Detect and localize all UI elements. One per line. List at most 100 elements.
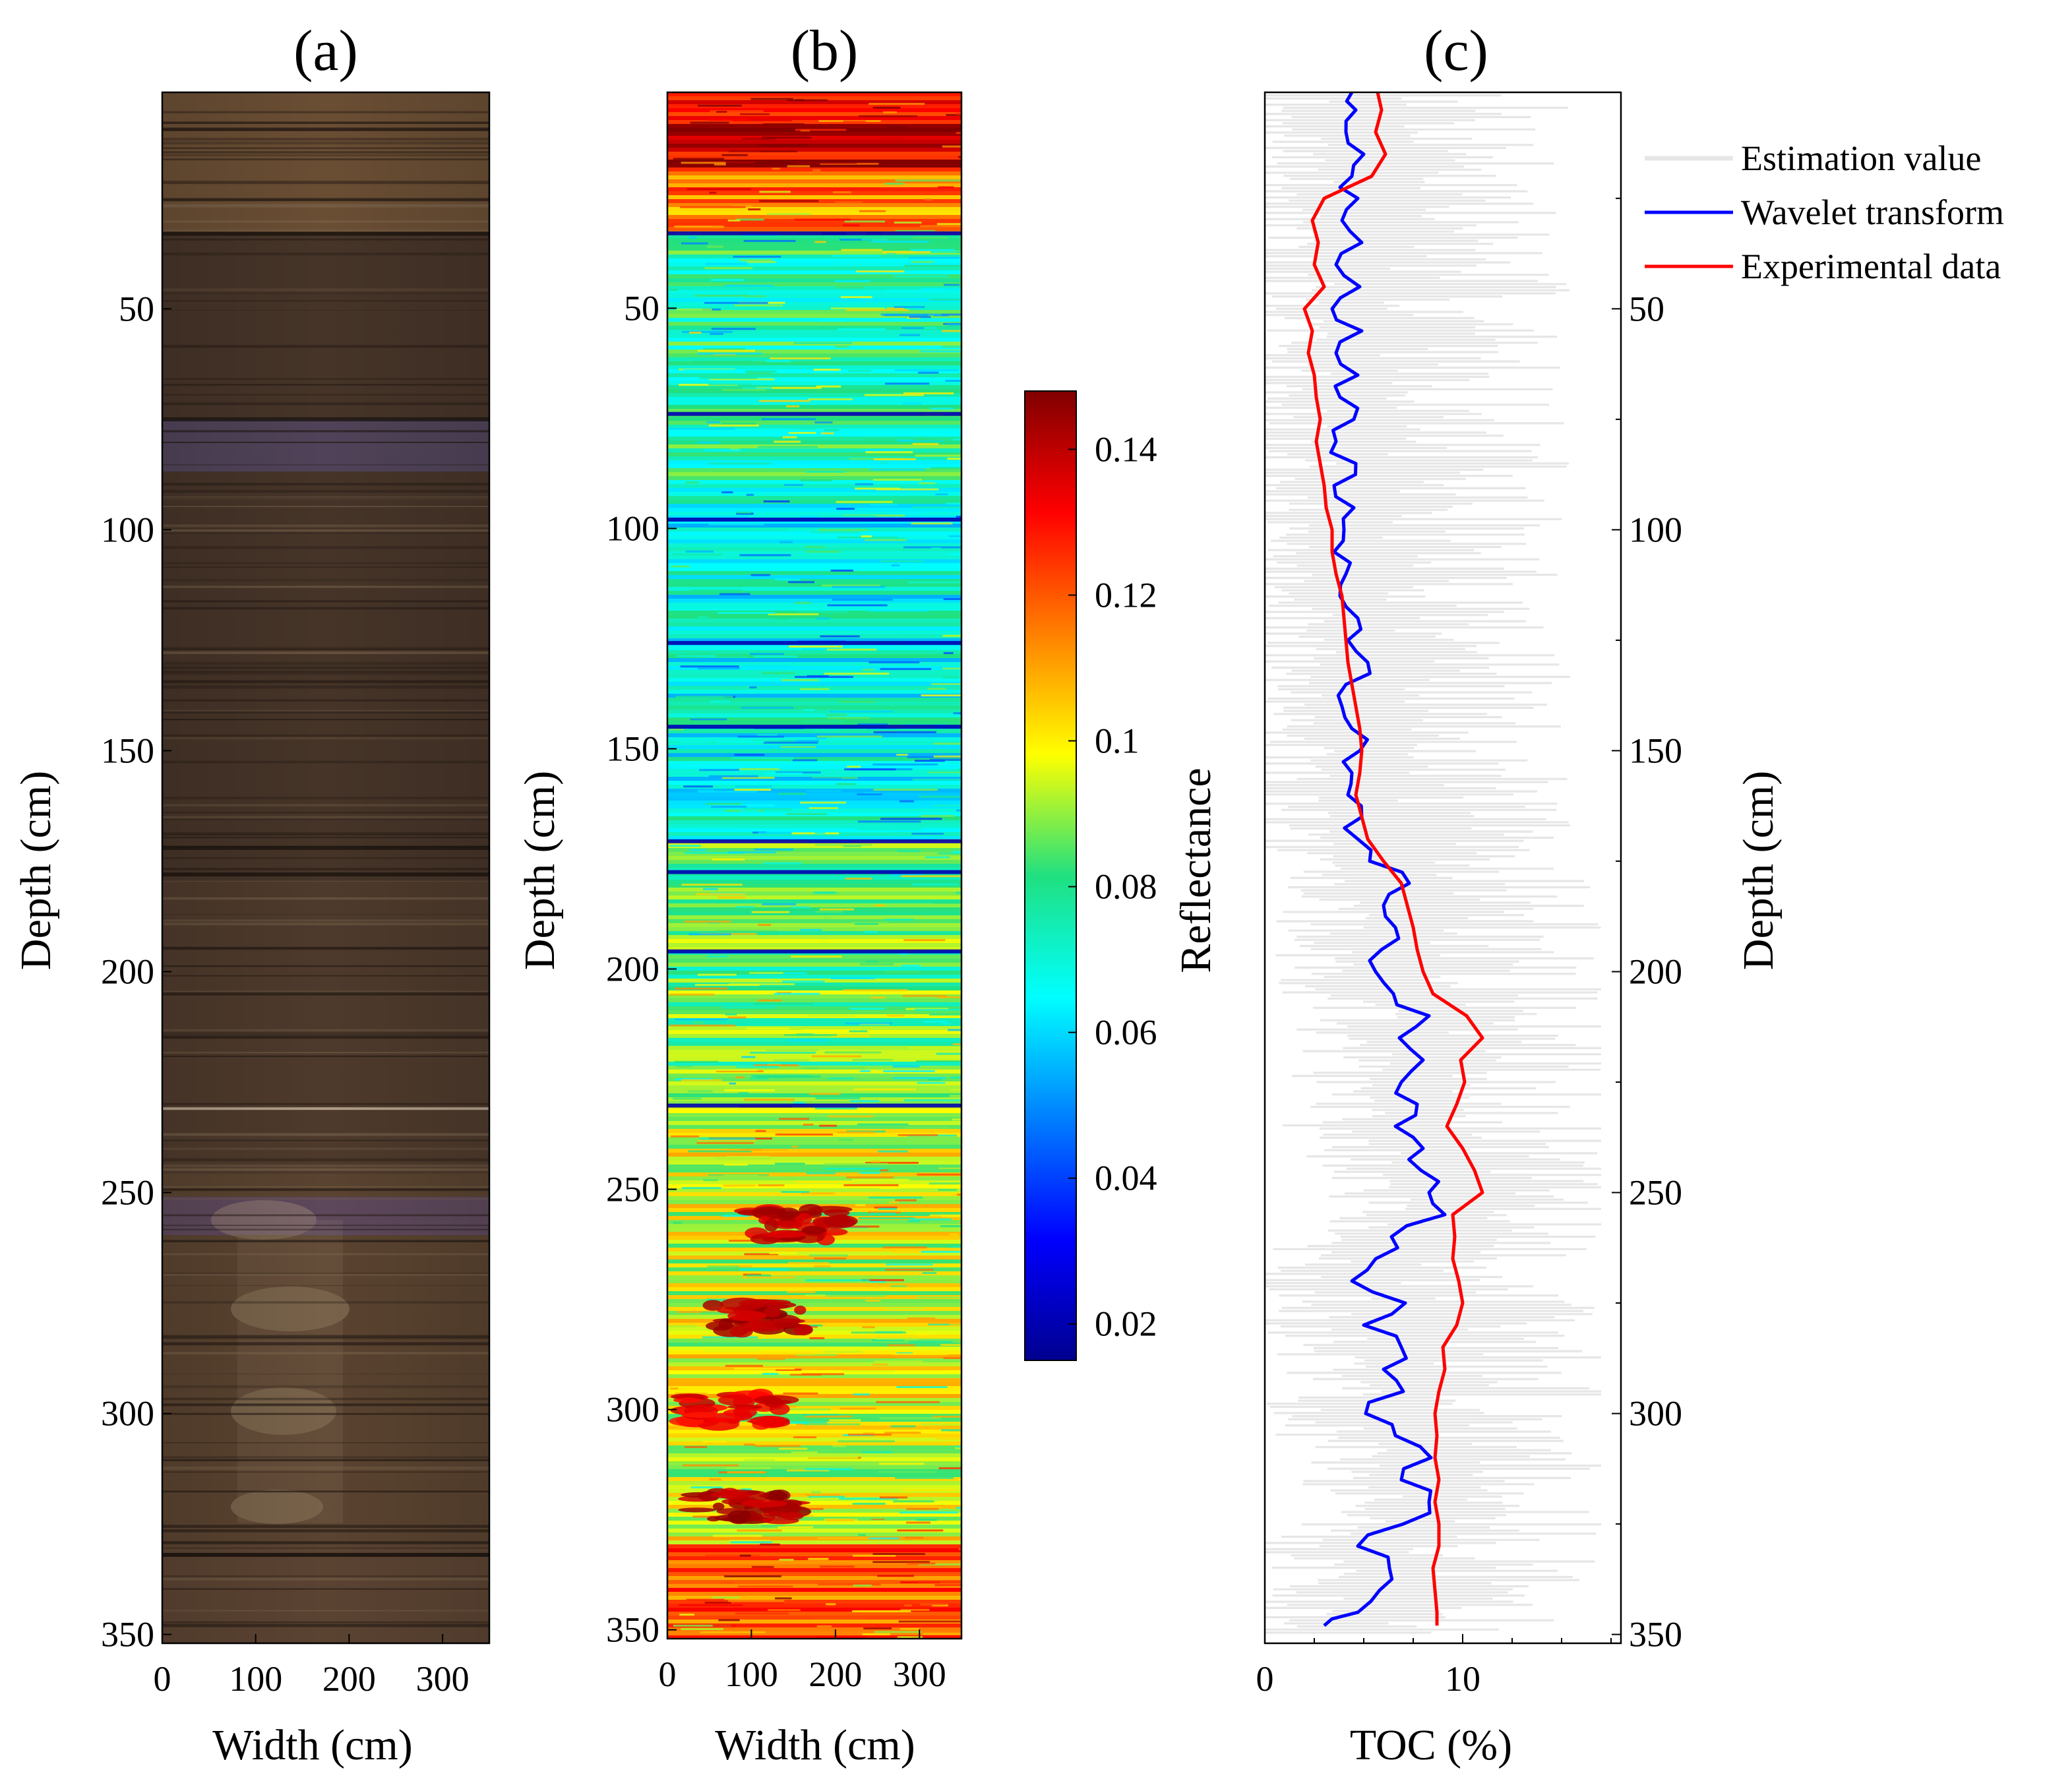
heatmap-hot-spot	[763, 1231, 807, 1238]
heatmap-speckle	[737, 1066, 779, 1068]
heatmap-band	[667, 1172, 961, 1177]
heatmap-speckle	[903, 402, 922, 405]
heatmap-speckle	[739, 554, 791, 557]
heatmap-speckle	[829, 710, 893, 713]
heatmap-speckle	[927, 688, 946, 690]
heatmap-speckle	[929, 1013, 961, 1016]
heatmap-speckle	[874, 1206, 898, 1209]
heatmap-speckle	[787, 529, 826, 531]
heatmap-speckle	[902, 994, 948, 997]
heatmap-speckle	[862, 1451, 893, 1453]
heatmap-speckle	[872, 763, 938, 766]
heatmap-band	[667, 706, 961, 710]
heatmap-speckle	[960, 1558, 961, 1561]
heatmap-speckle	[823, 917, 831, 919]
heatmap-hot-spot	[768, 1490, 785, 1503]
heatmap-speckle	[688, 1150, 752, 1153]
heatmap-speckle	[805, 1294, 826, 1297]
heatmap-band	[667, 1287, 961, 1292]
heatmap-speckle	[766, 213, 812, 216]
heatmap-band	[667, 864, 961, 868]
heatmap-speckle	[685, 481, 700, 484]
heatmap-speckle	[808, 1496, 845, 1498]
heatmap-speckle	[761, 1352, 814, 1355]
heatmap-speckle	[852, 1610, 911, 1612]
heatmap-speckle	[846, 766, 861, 768]
heatmap-band	[667, 361, 961, 366]
heatmap-speckle	[741, 1276, 795, 1279]
heatmap-band	[667, 1319, 961, 1323]
heatmap-band	[667, 318, 961, 322]
heatmap-speckle	[717, 930, 777, 932]
heatmap-speckle	[928, 770, 961, 772]
heatmap-speckle	[806, 1494, 841, 1496]
heatmap-speckle	[697, 616, 708, 619]
heatmap-speckle	[855, 483, 873, 485]
heatmap-speckle	[827, 717, 870, 719]
heatmap-band	[667, 227, 961, 231]
heatmap-band	[667, 258, 961, 263]
heatmap-speckle	[702, 1440, 727, 1443]
heatmap-speckle	[814, 843, 872, 846]
heatmap-band	[667, 108, 961, 113]
heatmap-speckle	[712, 1624, 737, 1627]
heatmap-speckle	[929, 1182, 961, 1185]
heatmap-speckle	[686, 357, 704, 359]
heatmap-speckle	[916, 1296, 961, 1298]
heatmap-speckle	[852, 1178, 909, 1181]
heatmap-band	[667, 670, 961, 675]
heatmap-speckle	[690, 718, 727, 721]
heatmap-band	[667, 211, 961, 216]
heatmap-band	[667, 713, 961, 718]
heatmap-speckle	[816, 617, 830, 620]
heatmap-band	[667, 769, 961, 773]
heatmap-band	[667, 104, 961, 109]
heatmap-band	[667, 1568, 961, 1573]
heatmap-speckle	[827, 604, 888, 607]
heatmap-band	[667, 1153, 961, 1157]
panel-c-title: (c)	[1424, 19, 1488, 83]
heatmap-speckle	[805, 470, 845, 473]
y-tick-label: 200	[606, 950, 659, 989]
heatmap-speckle	[729, 983, 795, 986]
heatmap-band	[667, 555, 961, 560]
heatmap-band	[667, 456, 961, 461]
heatmap-speckle	[886, 1308, 924, 1310]
heatmap-band	[667, 1564, 961, 1569]
heatmap-band	[667, 405, 961, 409]
heatmap-speckle	[878, 1471, 937, 1473]
heatmap-speckle	[818, 529, 868, 531]
heatmap-speckle	[898, 850, 920, 853]
heatmap-band	[667, 100, 961, 105]
heatmap-speckle	[843, 224, 860, 227]
heatmap-speckle	[741, 1056, 756, 1058]
heatmap-speckle	[803, 1456, 859, 1459]
heatmap-speckle	[820, 1565, 855, 1568]
heatmap-speckle	[699, 377, 758, 379]
heatmap-speckle	[800, 801, 847, 804]
heatmap-speckle	[776, 771, 821, 773]
axes-c: 50 100 150 200 250 300 350 0 10	[1256, 91, 1682, 1699]
heatmap-speckle	[820, 432, 834, 435]
heatmap-speckle	[795, 1354, 838, 1356]
heatmap-speckle	[774, 440, 801, 443]
heatmap-speckle	[697, 104, 742, 107]
heatmap-speckle	[838, 328, 886, 330]
heatmap-band	[667, 1062, 961, 1066]
heatmap-speckle	[950, 1076, 961, 1079]
heatmap-band	[667, 702, 961, 706]
heatmap-speckle	[826, 189, 888, 191]
heatmap-band	[667, 1592, 961, 1596]
heatmap-speckle	[763, 500, 790, 502]
heatmap-speckle	[717, 896, 745, 899]
heatmap-speckle	[758, 400, 810, 402]
heatmap-band	[667, 547, 961, 552]
heatmap-speckle	[679, 1614, 694, 1616]
heatmap-speckle	[749, 972, 783, 974]
heatmap-band	[667, 666, 961, 671]
heatmap-speckle	[917, 1173, 961, 1176]
heatmap-speckle	[900, 1608, 930, 1611]
x-tick-label: 300	[416, 1659, 470, 1699]
heatmap-speckle	[952, 1118, 961, 1121]
